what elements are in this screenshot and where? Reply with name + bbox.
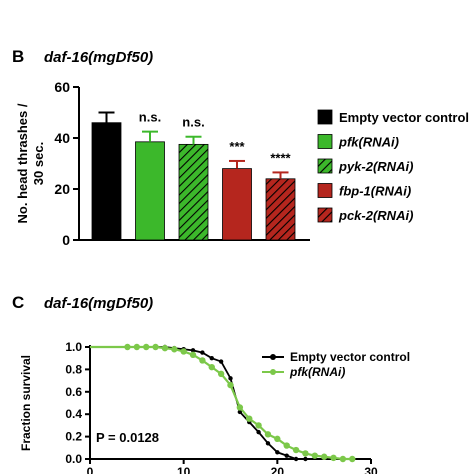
legend-swatch <box>317 109 333 125</box>
panel-b-letter: B <box>12 47 24 66</box>
legend-swatch <box>317 183 333 198</box>
legend-label: pck-2(RNAi) <box>338 208 413 223</box>
survival-point <box>124 343 131 351</box>
survival-point <box>133 343 141 351</box>
significance-label: *** <box>229 139 245 154</box>
significance-label: n.s. <box>182 115 204 130</box>
y-tick-label: 1.0 <box>65 340 82 354</box>
survival-point <box>349 455 356 463</box>
survival-point <box>200 350 205 355</box>
survival-point <box>265 441 271 446</box>
legend-label: Empty vector control <box>290 350 410 364</box>
survival-point <box>256 429 261 435</box>
legend-marker <box>270 354 276 360</box>
x-tick-label: 30 <box>364 465 378 474</box>
y-tick-label: 60 <box>54 79 70 95</box>
legend-label: pyk-2(RNAi) <box>338 159 413 174</box>
survival-point <box>246 415 253 422</box>
legend-label: Empty vector control <box>339 110 469 125</box>
y-tick-label: 0.2 <box>65 430 82 444</box>
y-tick-label: 0 <box>62 232 70 248</box>
legend-marker <box>270 369 276 375</box>
legend-label: fbp-1(RNAi) <box>339 184 411 199</box>
survival-point <box>236 404 244 411</box>
significance-label: n.s. <box>139 110 161 125</box>
survival-point <box>152 343 159 351</box>
survival-point <box>284 453 289 458</box>
survival-point <box>237 409 243 415</box>
y-axis-label: No. head thrashes /30 sec. <box>15 103 46 223</box>
survival-point <box>218 359 224 364</box>
survival-point <box>330 454 337 462</box>
survival-point <box>264 431 272 438</box>
survival-point <box>339 455 347 463</box>
survival-point <box>275 450 280 455</box>
legend-swatch <box>317 134 333 149</box>
legend-label: pfk(RNAi) <box>289 365 345 379</box>
significance-label: **** <box>270 150 291 165</box>
legend-swatch <box>317 158 333 174</box>
survival-point <box>302 450 309 457</box>
survival-point <box>143 343 150 351</box>
y-axis-label: Fraction survival <box>19 355 33 451</box>
y-tick-label: 0.0 <box>65 452 82 466</box>
survival-curve-chart: 0.0 0.2 0.4 0.6 0.8 1.0 0 10 20 30 Fraction surviv… <box>19 340 410 474</box>
bar-3 <box>178 143 209 241</box>
survival-point <box>228 376 233 381</box>
legend-swatch <box>317 207 333 223</box>
survival-point <box>283 442 290 449</box>
x-tick-label: 20 <box>271 465 285 474</box>
bar-1 <box>91 122 122 241</box>
bar-2 <box>135 141 165 241</box>
y-tick-label: 0.8 <box>65 362 82 376</box>
bar-4 <box>222 168 252 241</box>
y-tick-label: 0.4 <box>65 407 82 421</box>
survival-point <box>274 435 281 443</box>
survival-point <box>189 351 197 359</box>
survival-point <box>255 422 262 429</box>
panel-c-letter: C <box>12 293 24 312</box>
survival-point <box>311 452 318 459</box>
panel-c-strain-title: daf-16(mgDf50) <box>44 295 153 312</box>
survival-point <box>199 357 206 364</box>
bar-chart-head-thrashes: 0 20 40 60 No. head thrashes /30 sec. n.s. n.s… <box>15 79 469 248</box>
x-tick-label: 10 <box>177 465 191 474</box>
y-tick-label: 20 <box>54 181 70 197</box>
survival-point <box>180 348 187 355</box>
survival-point <box>209 356 214 361</box>
survival-point <box>208 363 215 371</box>
bar-5 <box>265 178 296 241</box>
y-tick-label: 0.6 <box>65 385 82 399</box>
survival-point <box>161 344 169 352</box>
legend-label: pfk(RNAi) <box>338 135 399 150</box>
survival-point <box>293 456 299 462</box>
p-value-annotation: P = 0.0128 <box>96 430 159 445</box>
survival-point <box>227 381 234 389</box>
x-tick-label: 0 <box>87 465 94 474</box>
survival-point <box>190 348 196 353</box>
survival-point <box>292 446 300 454</box>
survival-point <box>217 370 225 378</box>
survival-point <box>303 456 308 462</box>
y-tick-label: 40 <box>54 130 70 146</box>
survival-point <box>320 453 328 460</box>
survival-point <box>171 346 178 353</box>
panel-b-strain-title: daf-16(mgDf50) <box>44 49 153 66</box>
